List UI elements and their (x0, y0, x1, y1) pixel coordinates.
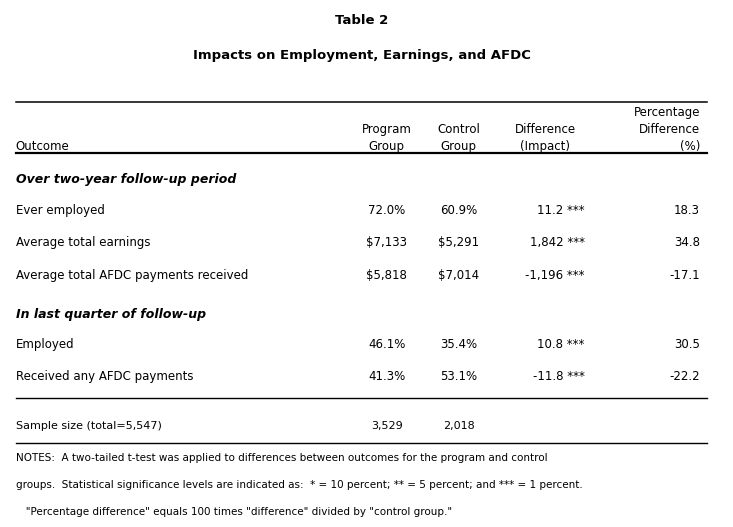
Text: In last quarter of follow-up: In last quarter of follow-up (16, 308, 206, 320)
Text: groups.  Statistical significance levels are indicated as:  * = 10 percent; ** =: groups. Statistical significance levels … (16, 480, 583, 490)
Text: Received any AFDC payments: Received any AFDC payments (16, 370, 194, 384)
Text: 18.3: 18.3 (674, 204, 700, 217)
Text: 11.2 ***: 11.2 *** (537, 204, 585, 217)
Text: Average total AFDC payments received: Average total AFDC payments received (16, 269, 248, 282)
Text: Average total earnings: Average total earnings (16, 236, 150, 249)
Text: Difference: Difference (639, 123, 700, 136)
Text: 34.8: 34.8 (674, 236, 700, 249)
Text: 35.4%: 35.4% (440, 338, 477, 351)
Text: 10.8 ***: 10.8 *** (537, 338, 585, 351)
Text: 41.3%: 41.3% (368, 370, 405, 384)
Text: $7,014: $7,014 (438, 269, 479, 282)
Text: -17.1: -17.1 (669, 269, 700, 282)
Text: 3,529: 3,529 (371, 421, 402, 431)
Text: 60.9%: 60.9% (440, 204, 477, 217)
Text: 46.1%: 46.1% (368, 338, 405, 351)
Text: Table 2: Table 2 (335, 15, 388, 27)
Text: (Impact): (Impact) (520, 140, 570, 153)
Text: Outcome: Outcome (16, 140, 70, 153)
Text: Employed: Employed (16, 338, 75, 351)
Text: 2,018: 2,018 (443, 421, 474, 431)
Text: Sample size (total=5,547): Sample size (total=5,547) (16, 421, 162, 431)
Text: "Percentage difference" equals 100 times "difference" divided by "control group.: "Percentage difference" equals 100 times… (16, 508, 452, 518)
Text: $5,818: $5,818 (366, 269, 407, 282)
Text: NOTES:  A two-tailed t-test was applied to differences between outcomes for the : NOTES: A two-tailed t-test was applied t… (16, 453, 548, 463)
Text: Group: Group (441, 140, 476, 153)
Text: Group: Group (369, 140, 405, 153)
Text: Ever employed: Ever employed (16, 204, 105, 217)
Text: Difference: Difference (515, 123, 575, 136)
Text: $5,291: $5,291 (438, 236, 479, 249)
Text: 1,842 ***: 1,842 *** (530, 236, 585, 249)
Text: Percentage: Percentage (633, 106, 700, 119)
Text: 30.5: 30.5 (674, 338, 700, 351)
Text: -22.2: -22.2 (669, 370, 700, 384)
Text: 53.1%: 53.1% (440, 370, 477, 384)
Text: $7,133: $7,133 (366, 236, 408, 249)
Text: -1,196 ***: -1,196 *** (526, 269, 585, 282)
Text: Program: Program (362, 123, 412, 136)
Text: 72.0%: 72.0% (368, 204, 405, 217)
Text: -11.8 ***: -11.8 *** (533, 370, 585, 384)
Text: Over two-year follow-up period: Over two-year follow-up period (16, 173, 236, 187)
Text: Impacts on Employment, Earnings, and AFDC: Impacts on Employment, Earnings, and AFD… (193, 48, 531, 62)
Text: Control: Control (438, 123, 480, 136)
Text: (%): (%) (679, 140, 700, 153)
